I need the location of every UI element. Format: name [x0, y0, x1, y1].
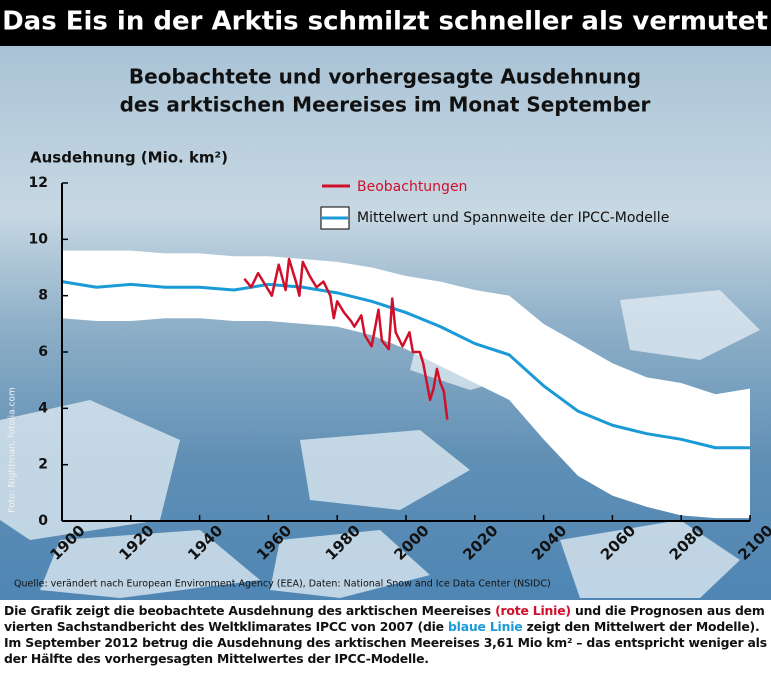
caption-text: und die Prognosen aus dem vierten Sachst…	[4, 603, 765, 634]
y-tick-label: 4	[38, 400, 48, 416]
legend-label: Beobachtungen	[357, 179, 467, 195]
header-bar	[0, 0, 771, 46]
photo-credit: Foto: Nightman, fotolia.com	[8, 387, 18, 513]
model-range-band	[62, 250, 750, 519]
y-tick-label: 8	[38, 288, 48, 304]
y-tick-label: 10	[29, 231, 49, 247]
chart: Das Eis in der Arktis schmilzt schneller…	[0, 0, 771, 600]
y-tick-label: 0	[38, 513, 48, 529]
page-title: Das Eis in der Arktis schmilzt schneller…	[2, 7, 768, 37]
series-line	[243, 257, 449, 420]
caption-text: zeigt den Mittelwert der Modelle). Im Se…	[4, 619, 767, 666]
caption-text: blaue Linie	[448, 619, 523, 634]
caption-text: (rote Linie)	[495, 603, 571, 618]
chart-title: des arktischen Meereises im Monat Septem…	[120, 93, 651, 117]
y-tick-label: 6	[38, 344, 48, 360]
y-axis-label: Ausdehnung (Mio. km²)	[30, 149, 228, 167]
source: Quelle: verändert nach European Environm…	[14, 579, 551, 590]
legend-label: Mittelwert und Spannweite der IPCC-Model…	[357, 210, 669, 226]
caption-text: Die Grafik zeigt die beobachtete Ausdehn…	[4, 603, 496, 618]
caption: Die Grafik zeigt die beobachtete Ausdehn…	[4, 603, 768, 667]
series-line	[61, 280, 750, 450]
y-tick-label: 2	[38, 457, 48, 473]
chart-title: Beobachtete und vorhergesagte Ausdehnung	[129, 65, 641, 89]
y-tick-label: 12	[29, 175, 48, 191]
